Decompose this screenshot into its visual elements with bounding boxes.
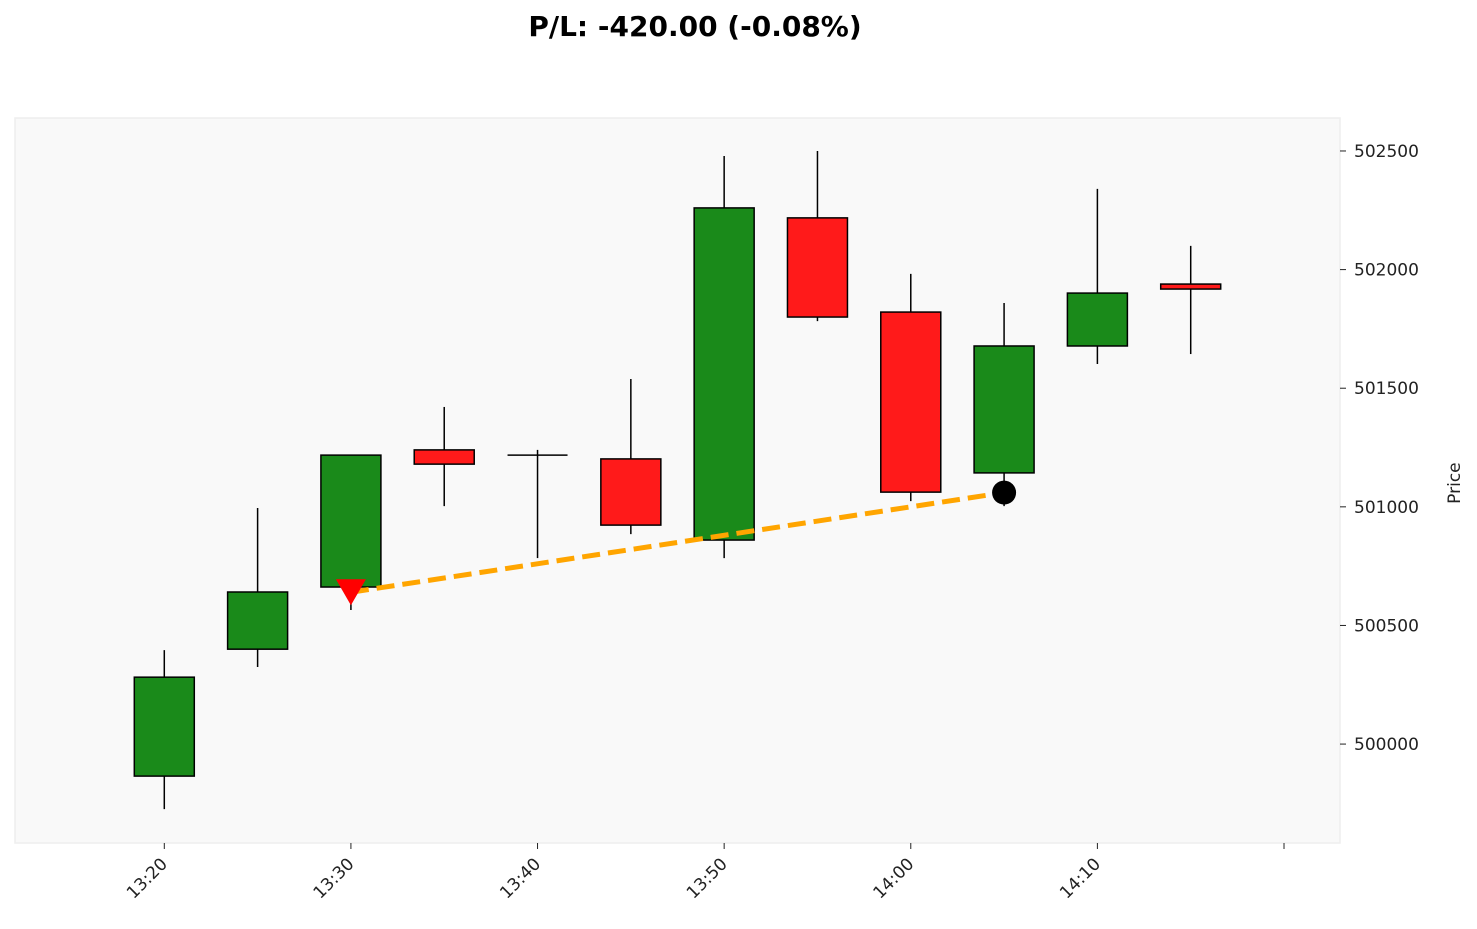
candle-body bbox=[973, 345, 1035, 474]
trade-line bbox=[350, 490, 1005, 595]
candle bbox=[786, 150, 849, 322]
candle-body bbox=[880, 311, 942, 493]
plot-area bbox=[14, 117, 1341, 844]
x-tick-label: 13:20 bbox=[123, 854, 172, 903]
x-tick-label: 14:00 bbox=[870, 854, 919, 903]
candle-body bbox=[226, 591, 289, 650]
candle-body bbox=[133, 676, 196, 777]
y-tick-label: 501500 bbox=[1354, 379, 1419, 399]
candle bbox=[320, 454, 382, 611]
candle bbox=[973, 303, 1035, 507]
candle-body bbox=[786, 217, 849, 318]
y-tick-label: 500500 bbox=[1354, 616, 1419, 636]
x-tick-label: 14:10 bbox=[1056, 854, 1105, 903]
x-tick-label: 13:40 bbox=[496, 854, 545, 903]
y-tick-label: 501000 bbox=[1354, 498, 1419, 518]
entry-marker-triangle-icon bbox=[335, 579, 366, 606]
chart-title: P/L: -420.00 (-0.08%) bbox=[528, 10, 862, 43]
candle bbox=[880, 273, 942, 502]
y-tick-label: 502000 bbox=[1354, 261, 1419, 281]
x-tick-label: 13:30 bbox=[310, 854, 359, 903]
candle bbox=[226, 508, 289, 667]
candle-body bbox=[413, 449, 475, 465]
candle-body bbox=[1159, 283, 1222, 290]
y-axis-label: Price bbox=[1445, 462, 1465, 503]
candle bbox=[507, 449, 568, 559]
y-tick-label: 500000 bbox=[1354, 735, 1419, 755]
candle bbox=[133, 650, 196, 810]
y-tick-label: 502500 bbox=[1354, 142, 1419, 162]
candle bbox=[1066, 188, 1129, 365]
x-tick-label: 13:50 bbox=[683, 854, 732, 903]
candle bbox=[600, 378, 662, 535]
exit-marker-circle-icon bbox=[992, 480, 1017, 505]
candle-body bbox=[1066, 292, 1129, 347]
candle bbox=[693, 155, 755, 559]
candle bbox=[413, 406, 475, 507]
candle-body bbox=[320, 454, 382, 588]
candle-body bbox=[600, 458, 662, 526]
candle-body bbox=[693, 207, 755, 541]
candle bbox=[1159, 245, 1222, 355]
